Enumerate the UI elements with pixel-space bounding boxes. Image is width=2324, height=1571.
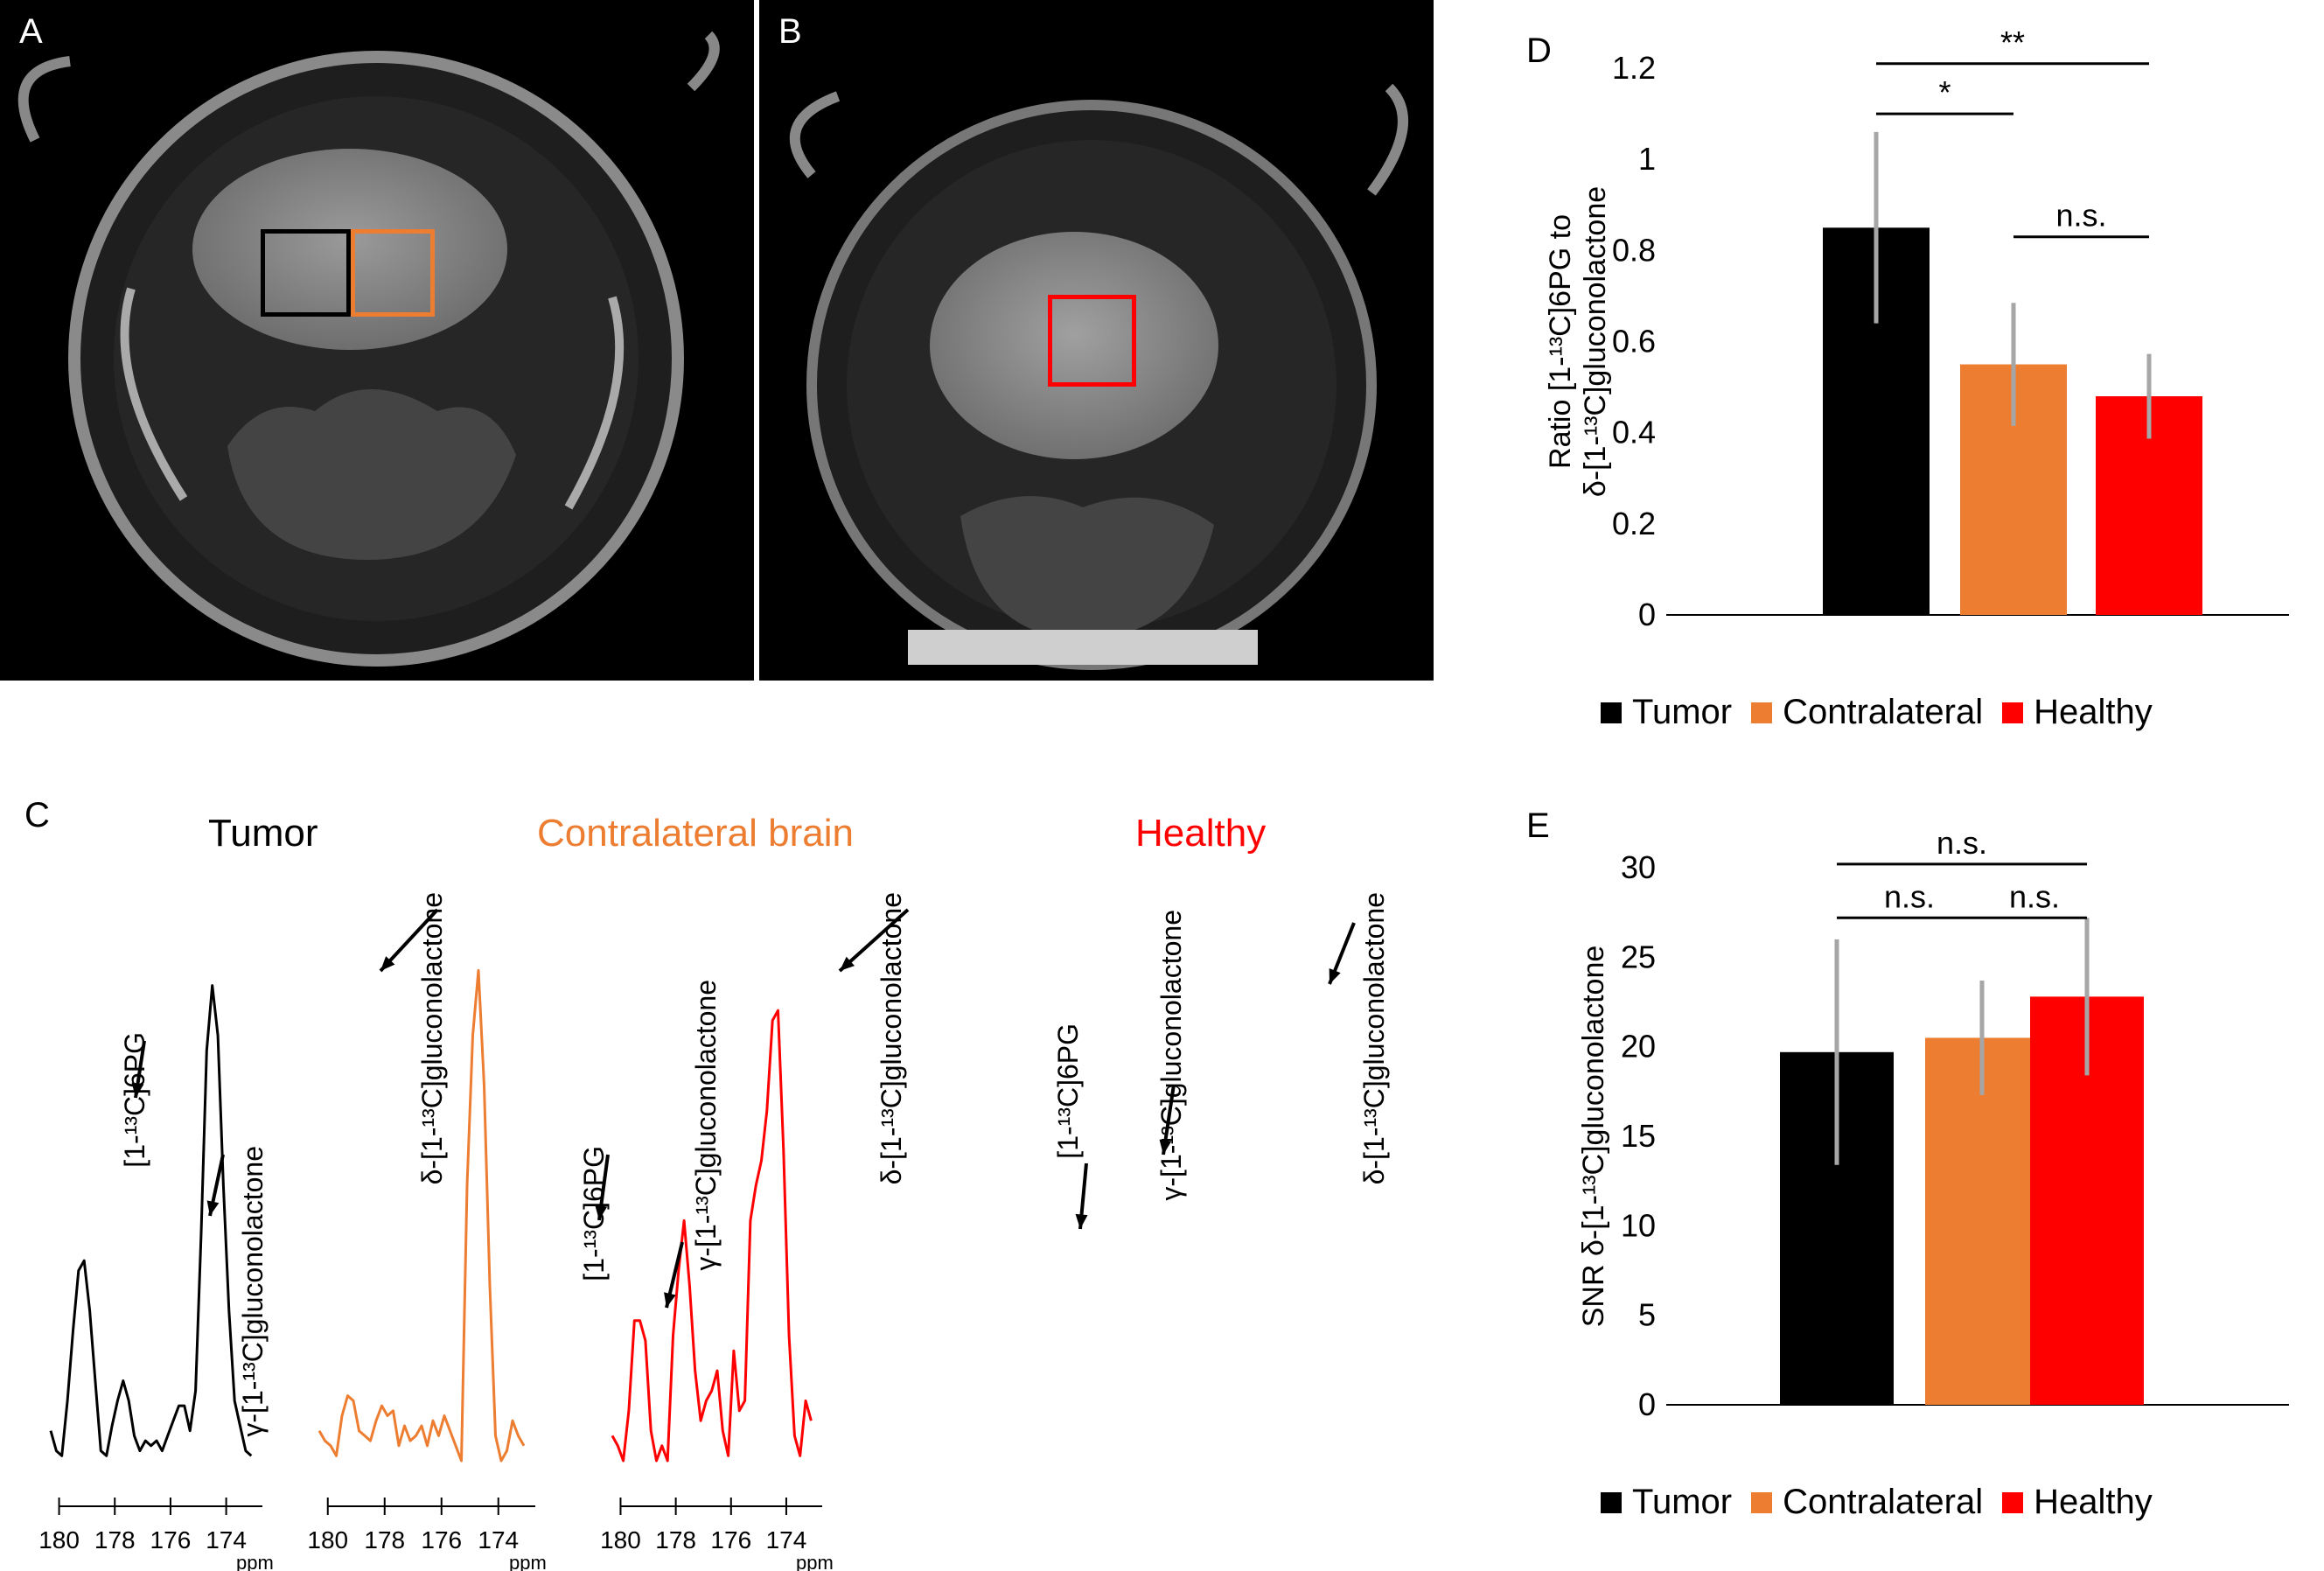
y-axis-label: δ-[1-¹³C]gluconolactone (1579, 186, 1612, 497)
legend-e: Tumor Contralateral Healthy (1601, 1483, 2172, 1522)
spectrum-tick-label: 178 (94, 1526, 136, 1554)
roi-tumor-box (261, 229, 351, 317)
spectrum-tick-label: 180 (600, 1526, 641, 1554)
mri-image-a: A (0, 0, 754, 681)
spectrum-tick-label: 176 (710, 1526, 751, 1554)
legend-swatch-contralateral (1751, 702, 1773, 723)
y-tick-label: 1 (1638, 141, 1656, 177)
peak-arrowhead (595, 1204, 608, 1220)
y-tick-label: 30 (1621, 849, 1656, 885)
spectrum-tick-label: 174 (766, 1526, 807, 1554)
spectrum-title-tumor: Tumor (208, 812, 318, 855)
legend-swatch-tumor (1601, 702, 1622, 723)
spectrum-tick-label: 178 (364, 1526, 405, 1554)
spectrum-line-2 (611, 1009, 813, 1463)
peak-label: γ-[1-¹³C]gluconolactone (237, 1146, 269, 1437)
spectrum-line-0 (49, 984, 253, 1457)
peak-label: δ-[1-¹³C]gluconolactone (416, 892, 448, 1184)
legend-swatch-tumor (1601, 1491, 1622, 1513)
legend-item-tumor: Tumor (1601, 1483, 1732, 1522)
legend-item-contralateral: Contralateral (1751, 1483, 1983, 1522)
peak-label: [1-¹³C]6PG (119, 1032, 150, 1168)
spectrum-tick-label: 174 (478, 1526, 519, 1554)
peak-arrowhead (380, 956, 395, 971)
legend-item-contralateral: Contralateral (1751, 693, 1983, 732)
spectrum-tick-label: 174 (206, 1526, 247, 1554)
legend-item-healthy: Healthy (2002, 1483, 2153, 1522)
legend-label: Contralateral (1783, 693, 1984, 731)
legend-label: Contralateral (1783, 1483, 1984, 1521)
y-tick-label: 10 (1621, 1207, 1656, 1243)
spectrum-line-1 (318, 968, 526, 1463)
significance-label: ** (2000, 24, 2025, 60)
roi-healthy-box (1048, 295, 1136, 387)
peak-label: [1-¹³C]6PG (1052, 1023, 1084, 1159)
spectrum-tick-label: 180 (38, 1526, 80, 1554)
y-tick-label: 25 (1621, 939, 1656, 974)
peak-arrowhead (1075, 1213, 1088, 1229)
roi-contralateral-box (351, 229, 435, 317)
spectrum-title-contralateral: Contralateral brain (537, 812, 854, 855)
spectrum-tick-label: 180 (307, 1526, 348, 1554)
panel-e-letter: E (1526, 806, 1550, 845)
y-tick-label: 0 (1638, 1386, 1656, 1422)
bar-chart-ratio: 0 0.2 0.4 0.6 0.8 1 1.2 Ratio [1-¹³C]6PG to δ-[1… (1544, 24, 2289, 632)
mri-image-b: B (759, 0, 1434, 681)
panel-c-letter: C (24, 796, 50, 834)
significance-label: n.s. (1937, 825, 1987, 861)
y-tick-label: 5 (1638, 1297, 1656, 1333)
bar-chart-snr: 0 5 10 15 20 25 30 SNR δ-[1-¹³C]gluconolactone n… (1577, 825, 2289, 1422)
legend-label: Tumor (1632, 1483, 1733, 1521)
legend-d: Tumor Contralateral Healthy (1601, 693, 2172, 732)
y-axis-label: Ratio [1-¹³C]6PG to (1544, 214, 1577, 469)
spectrum-tick-label: 176 (421, 1526, 462, 1554)
peak-arrow (838, 908, 910, 973)
bar-contralateral (1925, 1037, 2039, 1405)
spectrum-unit-label: ppm (236, 1552, 274, 1571)
significance-label: n.s. (1884, 878, 1935, 914)
spectrum-unit-label: ppm (509, 1552, 547, 1571)
legend-label: Healthy (2034, 1483, 2153, 1521)
legend-label: Tumor (1632, 693, 1733, 731)
y-tick-label: 0 (1638, 597, 1656, 632)
y-tick-label: 1.2 (1612, 50, 1656, 86)
legend-item-healthy: Healthy (2002, 693, 2153, 732)
peak-label: δ-[1-¹³C]gluconolactone (1358, 892, 1390, 1184)
y-tick-label: 0.4 (1612, 415, 1656, 450)
peak-label: γ-[1-¹³C]gluconolactone (1155, 910, 1187, 1201)
peak-arrowhead (664, 1292, 676, 1308)
y-tick-label: 20 (1621, 1029, 1656, 1065)
peak-arrowhead (1159, 1139, 1172, 1155)
legend-swatch-healthy (2002, 702, 2024, 723)
spectrum-title-healthy: Healthy (1135, 812, 1267, 855)
significance-label: n.s. (2055, 198, 2106, 234)
y-tick-label: 15 (1621, 1118, 1656, 1154)
y-tick-label: 0.8 (1612, 232, 1656, 268)
spectrum-tick-label: 176 (150, 1526, 192, 1554)
peak-arrowhead (206, 1200, 220, 1216)
panel-d-letter: D (1526, 31, 1552, 70)
peak-arrowhead (131, 1082, 144, 1098)
y-tick-label: 0.2 (1612, 506, 1656, 541)
panel-b-letter: B (778, 12, 802, 51)
significance-label: * (1938, 74, 1951, 110)
legend-swatch-healthy (2002, 1491, 2024, 1513)
spectrum-tick-label: 178 (655, 1526, 696, 1554)
mri-anatomy-a (17, 31, 720, 667)
legend-item-tumor: Tumor (1601, 693, 1732, 732)
y-tick-label: 0.6 (1612, 324, 1656, 360)
spectrum-unit-label: ppm (796, 1552, 834, 1571)
peak-arrowhead (840, 956, 855, 971)
peak-label: γ-[1-¹³C]gluconolactone (690, 980, 722, 1271)
significance-label: n.s. (2009, 878, 2060, 914)
y-axis-label: SNR δ-[1-¹³C]gluconolactone (1577, 946, 1610, 1328)
panel-a-letter: A (19, 12, 43, 51)
legend-label: Healthy (2034, 693, 2153, 731)
legend-swatch-contralateral (1751, 1491, 1773, 1513)
peak-arrowhead (1329, 968, 1341, 984)
peak-label: δ-[1-¹³C]gluconolactone (876, 892, 907, 1184)
